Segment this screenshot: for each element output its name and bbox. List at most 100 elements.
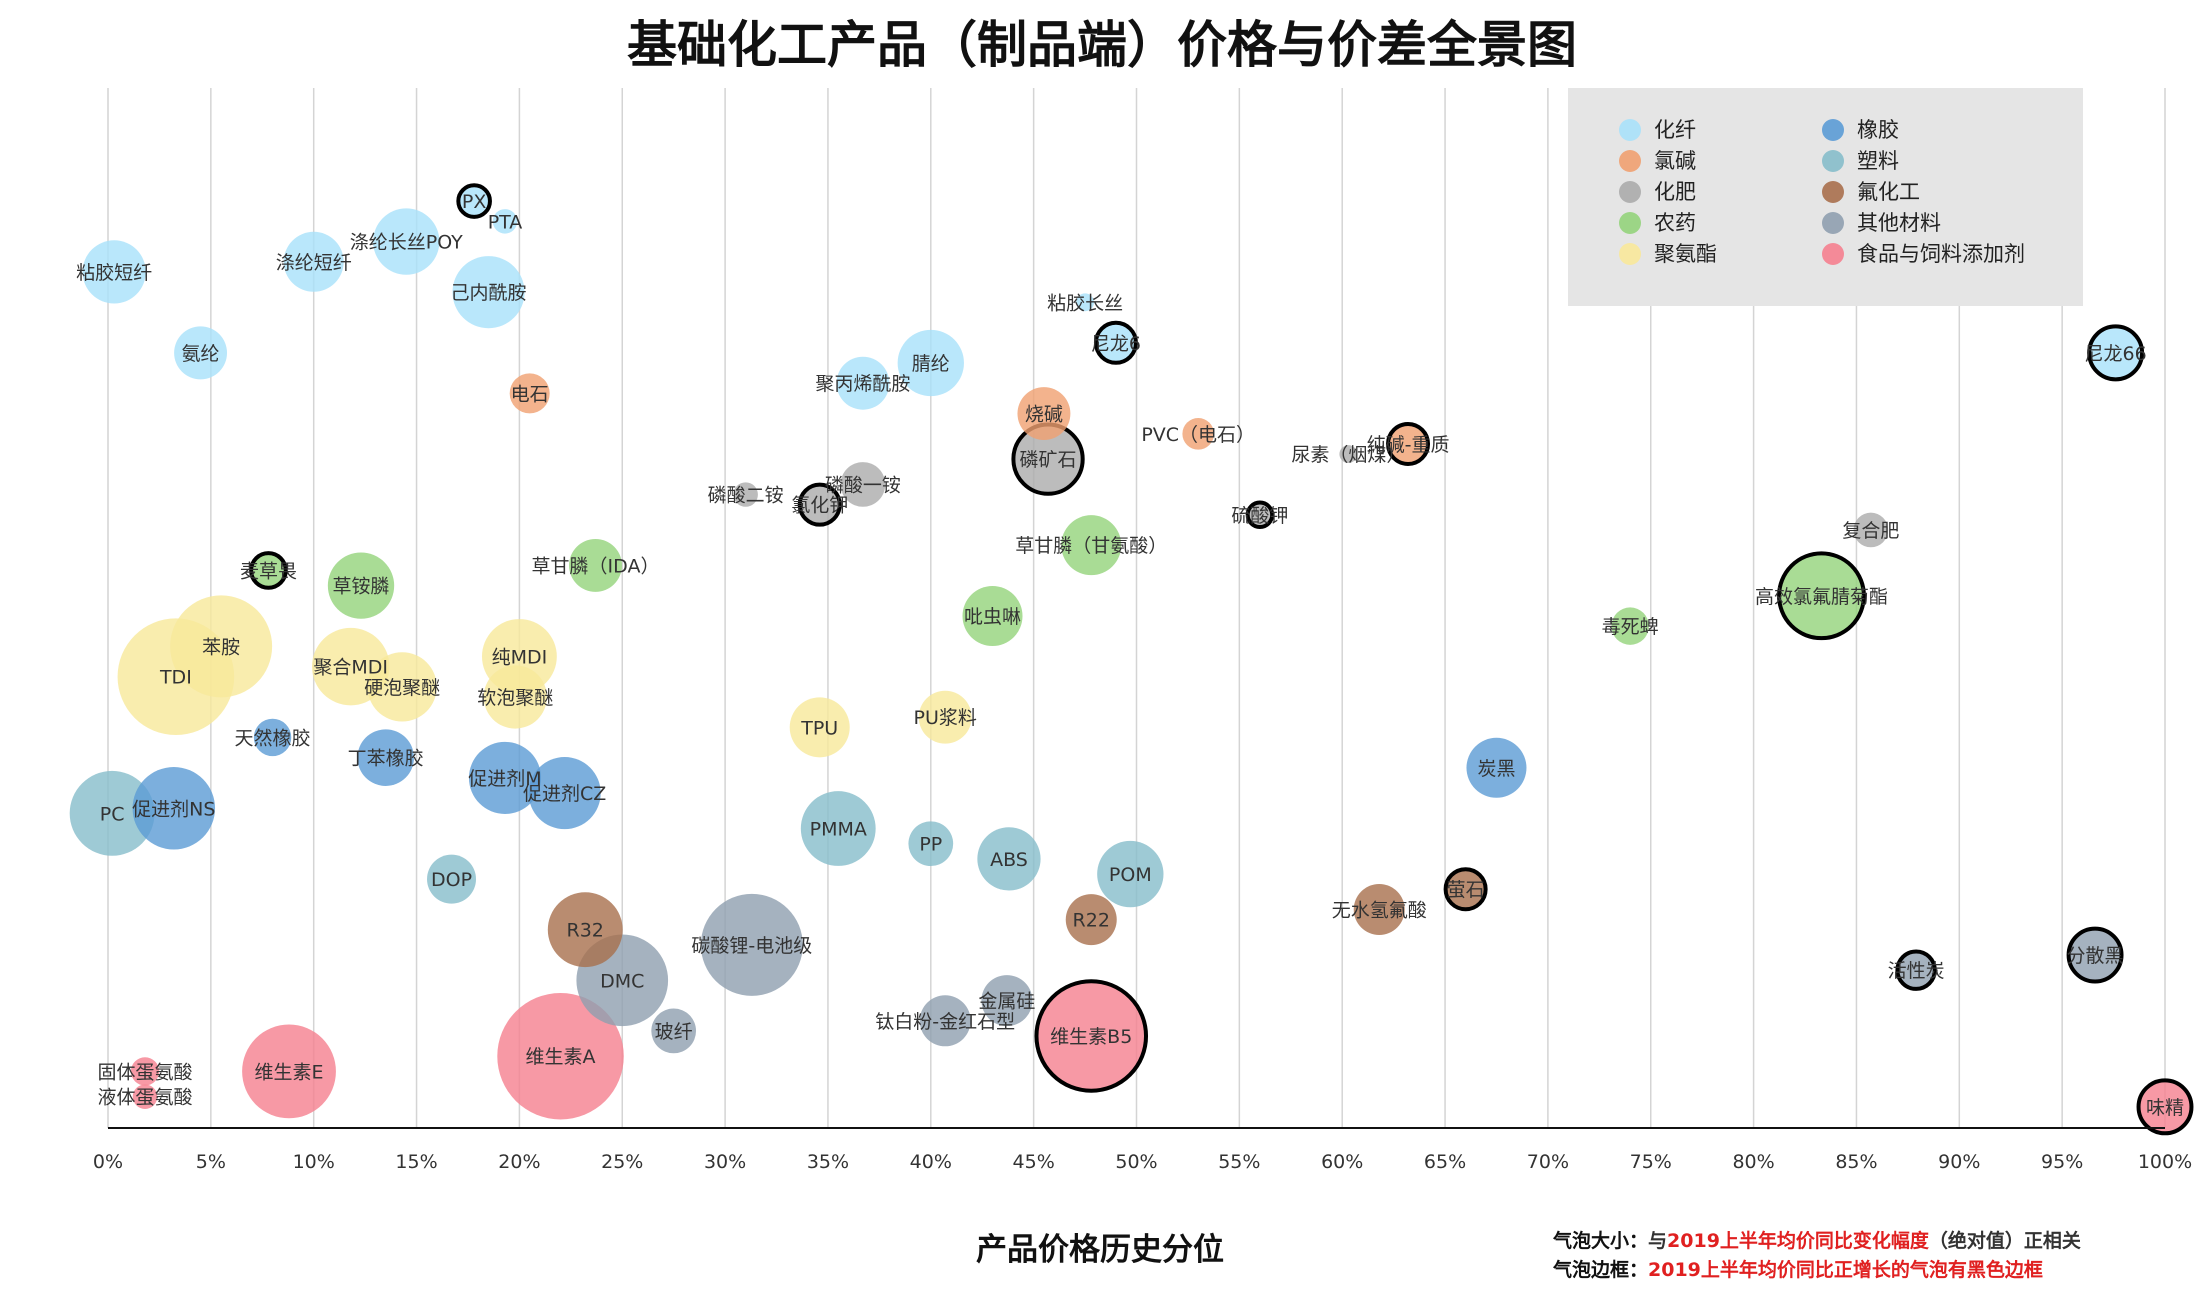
bubble [919, 995, 971, 1047]
legend-label: 化纤 [1654, 118, 1696, 142]
bubble [483, 665, 547, 729]
bubble-label: 尼龙6 [1091, 333, 1141, 355]
x-tick-label: 70% [1527, 1151, 1569, 1173]
bubble [283, 231, 344, 292]
bubble [1097, 840, 1164, 908]
bubble [242, 1024, 336, 1119]
bubble-label: PX [462, 191, 486, 213]
chart-note: 气泡大小：与2019上半年均价同比变化幅度（绝对值）正相关 [1552, 1229, 2081, 1252]
bubble-label: PC [100, 803, 125, 825]
bubble-label: 聚丙烯酰胺 [815, 373, 910, 395]
x-tick-label: 65% [1424, 1151, 1466, 1173]
bubble-label: 毒死蜱 [1602, 616, 1659, 638]
bubble [836, 356, 890, 410]
legend-label: 橡胶 [1857, 118, 1899, 142]
bubble [1017, 387, 1071, 441]
x-tick-label: 85% [1835, 1151, 1877, 1173]
legend-label: 农药 [1654, 211, 1696, 235]
bubble [1611, 607, 1649, 645]
bubble-layer [69, 183, 2194, 1136]
bubble-label: POM [1109, 864, 1152, 886]
bubble [1076, 293, 1095, 312]
bubble-label: 草甘膦（IDA） [532, 555, 660, 577]
bubble [569, 538, 622, 592]
bubble-label: 尼龙66 [2085, 343, 2147, 365]
bubble-label: 草铵膦 [333, 576, 390, 598]
bubble-label: 促进剂M [468, 768, 541, 790]
bubble-label: 复合肥 [1842, 520, 1899, 542]
bubble [452, 256, 525, 329]
bubble [249, 551, 288, 590]
legend-marker [1619, 243, 1641, 265]
legend-label: 聚氨酯 [1654, 242, 1717, 266]
bubble [82, 240, 146, 304]
bubble [1093, 320, 1138, 365]
bubble [797, 482, 842, 527]
legend-marker [1619, 150, 1641, 172]
bubble-label: 无水氢氟酸 [1332, 899, 1427, 921]
bubble-label: 维生素B5 [1050, 1026, 1132, 1048]
x-tick-label: 35% [807, 1151, 849, 1173]
bubble-label: 活性炭 [1888, 960, 1945, 982]
bubble-label: 硫酸钾 [1231, 505, 1288, 527]
legend-label: 塑料 [1857, 149, 1899, 173]
bubble-label: 尿素（烟煤） [1291, 444, 1405, 466]
bubble-label: 玻纤 [655, 1021, 693, 1043]
bubble-label: 磷酸二铵 [708, 485, 784, 507]
bubble [1777, 551, 1866, 641]
bubble [1853, 512, 1889, 548]
legend-label: 其他材料 [1857, 211, 1941, 235]
bubble [357, 729, 414, 786]
bubble [427, 854, 477, 904]
bubble-label: 碳酸锂-电池级 [691, 935, 812, 957]
bubble [373, 208, 440, 275]
legend-marker [1822, 212, 1844, 234]
bubble [800, 791, 876, 866]
x-tick-label: 25% [601, 1151, 643, 1173]
bubble-label: 维生素E [255, 1061, 324, 1083]
bubble-label: 硬泡聚醚 [364, 677, 440, 699]
bubble [1034, 979, 1149, 1093]
x-tick-label: 30% [704, 1151, 746, 1173]
bubble-label: 麦草畏 [240, 560, 297, 582]
bubble-label: 纯MDI [492, 646, 548, 668]
bubble [2066, 926, 2124, 984]
bubble [132, 1084, 158, 1109]
bubble-label: PU浆料 [914, 707, 977, 729]
bubble-label: 维生素A [526, 1046, 596, 1068]
x-tick-label: 45% [1013, 1151, 1055, 1173]
x-tick-label: 0% [93, 1151, 123, 1173]
x-tick-label: 40% [910, 1151, 952, 1173]
bubble [789, 697, 850, 758]
x-tick-label: 55% [1218, 1151, 1260, 1173]
bubble [1245, 500, 1275, 530]
chart-note: 气泡边框：2019上半年均价同比正增长的气泡有黑色边框 [1552, 1258, 2043, 1281]
legend-label: 化肥 [1654, 180, 1696, 204]
bubble [509, 373, 550, 414]
bubble [456, 183, 492, 219]
bubble-label: 己内酰胺 [451, 282, 527, 304]
bubble [1386, 421, 1431, 466]
bubble [2136, 1078, 2194, 1136]
bubble-label: 聚合MDI [313, 657, 388, 679]
bubble-label: 氨纶 [182, 343, 220, 365]
bubble-label: 萤石 [1447, 879, 1485, 901]
bubble [492, 209, 518, 234]
bubble-label: TPU [800, 717, 838, 739]
bubble-label: 电石 [511, 383, 549, 405]
legend-marker [1619, 181, 1641, 203]
x-axis-label: 产品价格历史分位 [976, 1232, 1224, 1268]
bubble-label: 软泡聚醚 [477, 687, 553, 709]
bubble-label: 固体蛋氨酸 [98, 1061, 193, 1083]
bubble [528, 757, 601, 830]
bubble [651, 1008, 697, 1054]
bubble-label: R32 [567, 920, 604, 942]
bubble-label: TDI [159, 667, 192, 689]
bubble-label: 磷酸一铵 [825, 474, 901, 496]
bubble [733, 482, 758, 507]
bubble-label: PTA [488, 211, 523, 233]
x-tick-label: 100% [2138, 1151, 2192, 1173]
